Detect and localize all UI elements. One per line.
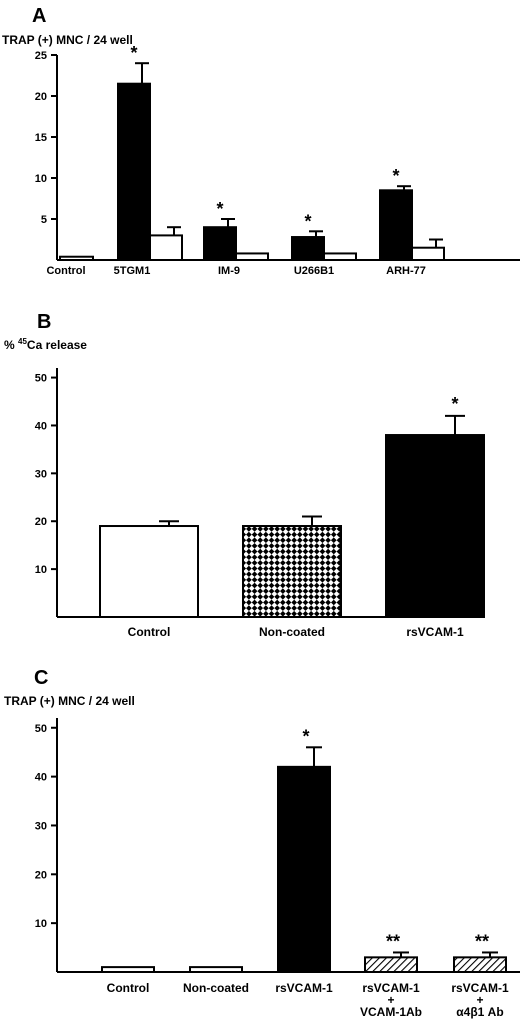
panel-b-ytick-label: 40 — [35, 420, 47, 432]
panel-a-bar — [411, 246, 445, 261]
panel-a-significance: * — [392, 166, 399, 186]
panel-b-bar — [242, 525, 342, 618]
panel-b-ytick-label: 30 — [35, 468, 47, 480]
panel-a-significance: * — [304, 211, 311, 231]
panel-c-ylabel: TRAP (+) MNC / 24 well — [4, 694, 135, 708]
panel-c: C TRAP (+) MNC / 24 well 10 20 30 40 50 Cont… — [4, 667, 520, 1019]
panel-c-ytick-label: 30 — [35, 820, 47, 832]
panel-b-bar — [99, 525, 199, 618]
panel-b-ytick-label: 20 — [35, 516, 47, 528]
panel-c-letter: C — [34, 667, 48, 689]
panel-b-ylabel: % 45Ca release — [4, 337, 87, 352]
panel-c-ytick-label: 20 — [35, 869, 47, 881]
panel-a-ytick-label: 20 — [35, 91, 47, 103]
panel-a-ytick-label: 10 — [35, 173, 47, 185]
panel-b-ytick-label: 50 — [35, 373, 47, 385]
panel-a-bar — [323, 252, 357, 262]
panel-c-ytick-label: 40 — [35, 772, 47, 784]
panel-c-category-label: VCAM-1Ab — [360, 1005, 422, 1019]
panel-b: B % 45Ca release 10 20 30 40 50 Control Non-c… — [4, 311, 485, 639]
panel-b-significance: * — [451, 394, 458, 414]
panel-c-category-label: Control — [107, 981, 150, 995]
panel-c-category-label: rsVCAM-1 — [362, 981, 420, 995]
panel-c-category-label: Non-coated — [183, 981, 249, 995]
panel-a-ytick-label: 15 — [35, 132, 47, 144]
panel-b-ylabel-superscript: 45 — [18, 337, 27, 346]
panel-c-significance: * — [302, 726, 309, 746]
panel-c-significance: ** — [386, 931, 400, 951]
panel-a-category-label: U266B1 — [294, 265, 334, 277]
panel-b-ylabel-suffix: Ca release — [27, 338, 87, 352]
panel-c-category-label: α4β1 Ab — [456, 1005, 503, 1019]
panel-c-bar — [277, 765, 331, 973]
panel-c-ytick-label: 10 — [35, 918, 47, 930]
panel-c-category-label: rsVCAM-1 — [275, 981, 333, 995]
panel-c-bar — [364, 956, 418, 973]
panel-b-ylabel-prefix: % — [4, 338, 18, 352]
panel-c-category-label: + — [387, 993, 394, 1007]
panel-a-bar — [379, 189, 413, 261]
panel-a: A TRAP (+) MNC / 24 well 5 10 15 20 25 Contr… — [2, 5, 520, 277]
panel-c-ytick-label: 50 — [35, 723, 47, 735]
panel-c-bar — [453, 956, 507, 973]
panel-a-bar — [117, 82, 151, 261]
panel-a-significance: * — [130, 43, 137, 63]
panel-a-bar — [291, 236, 325, 261]
panel-b-category-label: Control — [128, 625, 171, 639]
panel-c-category-label: + — [476, 993, 483, 1007]
panel-c-category-label: rsVCAM-1 — [451, 981, 509, 995]
panel-a-bar — [59, 255, 94, 262]
panel-a-category-label: 5TGM1 — [114, 265, 151, 277]
panel-a-bar — [149, 234, 183, 261]
panel-b-category-label: rsVCAM-1 — [406, 625, 464, 639]
panel-a-category-label: ARH-77 — [386, 265, 426, 277]
panel-c-significance: ** — [475, 931, 489, 951]
panel-a-ytick-label: 5 — [41, 214, 47, 226]
panel-b-ytick-label: 10 — [35, 564, 47, 576]
panel-a-bar — [203, 226, 237, 261]
panel-a-letter: A — [32, 5, 46, 27]
panel-a-significance: * — [216, 199, 223, 219]
panel-b-bar — [385, 434, 485, 618]
panel-b-letter: B — [37, 311, 51, 333]
panel-a-category-label: Control — [46, 265, 85, 277]
panel-b-category-label: Non-coated — [259, 625, 325, 639]
panel-a-bar — [235, 252, 269, 262]
panel-a-ytick-label: 25 — [35, 50, 47, 62]
panel-c-bar — [189, 966, 243, 973]
panel-a-category-label: IM-9 — [218, 265, 240, 277]
panel-c-bar — [101, 966, 155, 973]
panel-a-ylabel: TRAP (+) MNC / 24 well — [2, 33, 133, 47]
